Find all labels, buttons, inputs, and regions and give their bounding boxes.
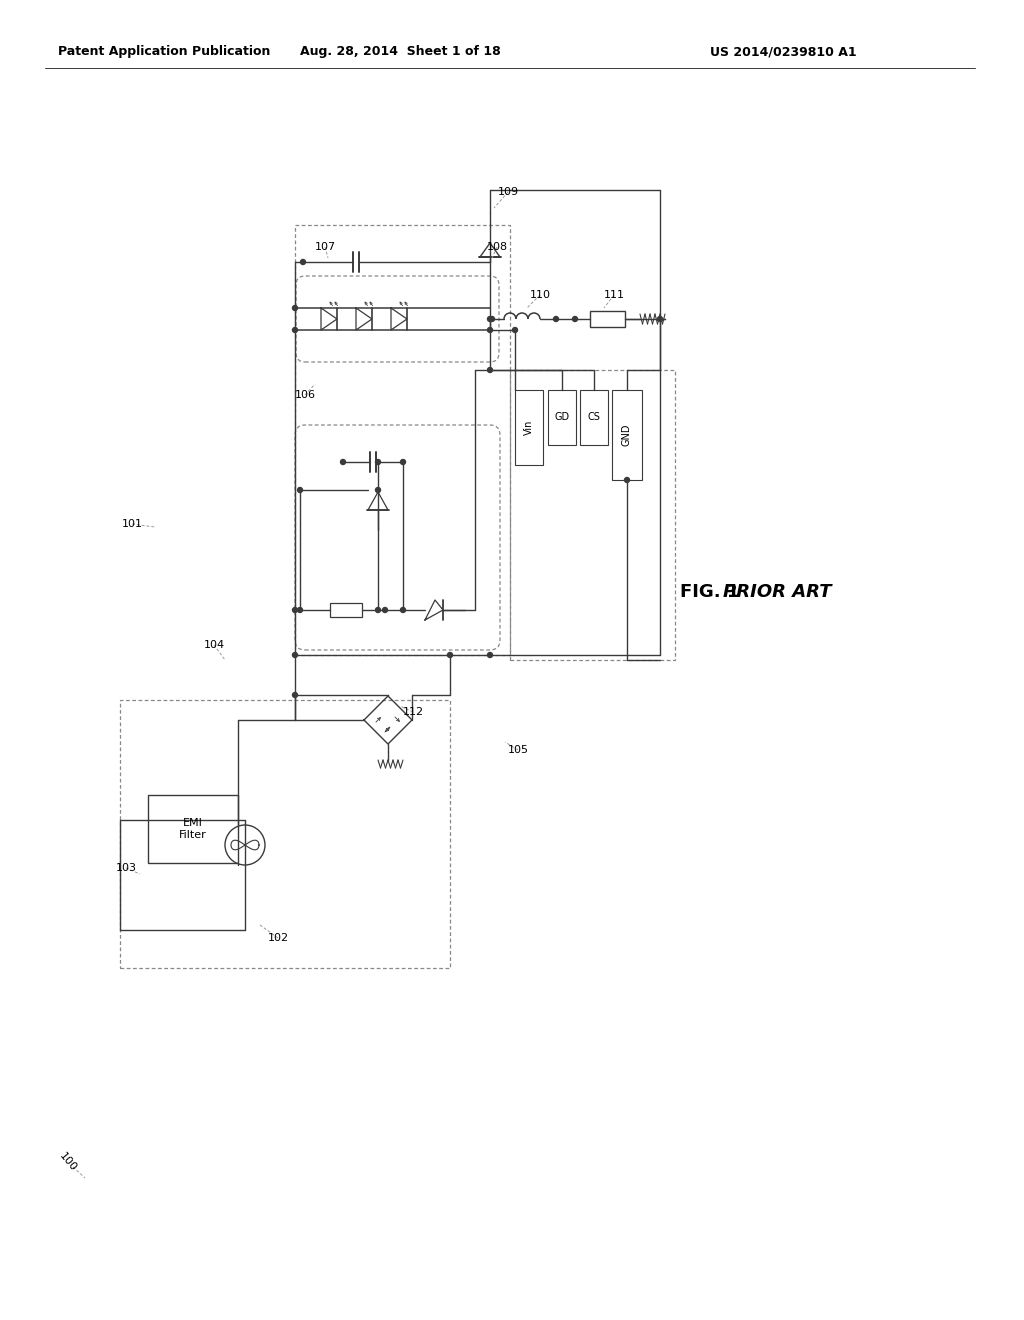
Text: Patent Application Publication: Patent Application Publication <box>58 45 270 58</box>
Text: 108: 108 <box>486 242 508 252</box>
Text: 106: 106 <box>295 389 315 400</box>
Text: 103: 103 <box>116 863 136 873</box>
Text: 109: 109 <box>498 187 518 197</box>
Circle shape <box>300 260 305 264</box>
Bar <box>548 389 575 445</box>
Circle shape <box>572 317 578 322</box>
Circle shape <box>447 652 453 657</box>
Circle shape <box>657 317 663 322</box>
Text: US 2014/0239810 A1: US 2014/0239810 A1 <box>710 45 857 58</box>
Circle shape <box>554 317 558 322</box>
Text: 110: 110 <box>529 290 551 300</box>
Text: 104: 104 <box>204 640 224 649</box>
Text: 111: 111 <box>603 290 625 300</box>
Circle shape <box>487 327 493 333</box>
Circle shape <box>376 607 381 612</box>
Bar <box>590 312 625 327</box>
Circle shape <box>293 693 298 697</box>
Bar <box>295 224 510 655</box>
Text: GND: GND <box>622 424 632 446</box>
Text: CS: CS <box>588 412 600 422</box>
Bar <box>580 389 608 445</box>
Text: 102: 102 <box>267 933 289 942</box>
Circle shape <box>298 607 302 612</box>
Circle shape <box>487 367 493 372</box>
Bar <box>120 700 450 968</box>
Circle shape <box>383 607 387 612</box>
Circle shape <box>400 607 406 612</box>
Bar <box>148 795 238 863</box>
Circle shape <box>625 478 630 483</box>
Text: 100: 100 <box>57 1151 79 1173</box>
Text: 101: 101 <box>122 519 142 529</box>
Bar <box>612 389 642 480</box>
Text: Vin: Vin <box>524 420 534 434</box>
Circle shape <box>376 459 381 465</box>
Circle shape <box>293 607 298 612</box>
Circle shape <box>512 327 517 333</box>
Circle shape <box>293 652 298 657</box>
Circle shape <box>341 459 345 465</box>
Text: Aug. 28, 2014  Sheet 1 of 18: Aug. 28, 2014 Sheet 1 of 18 <box>300 45 501 58</box>
Text: 107: 107 <box>314 242 336 252</box>
Bar <box>330 603 362 616</box>
Circle shape <box>293 305 298 310</box>
Text: 112: 112 <box>402 708 424 717</box>
Text: 105: 105 <box>508 744 528 755</box>
Circle shape <box>376 487 381 492</box>
Text: FIG. 1: FIG. 1 <box>680 583 745 601</box>
Bar <box>515 389 543 465</box>
Circle shape <box>298 487 302 492</box>
Circle shape <box>487 652 493 657</box>
Bar <box>510 370 675 660</box>
Circle shape <box>487 317 493 322</box>
Text: EMI
Filter: EMI Filter <box>179 818 207 840</box>
Circle shape <box>400 459 406 465</box>
Circle shape <box>293 327 298 333</box>
Text: PRIOR ART: PRIOR ART <box>723 583 831 601</box>
Text: GD: GD <box>554 412 569 422</box>
Circle shape <box>489 317 495 322</box>
